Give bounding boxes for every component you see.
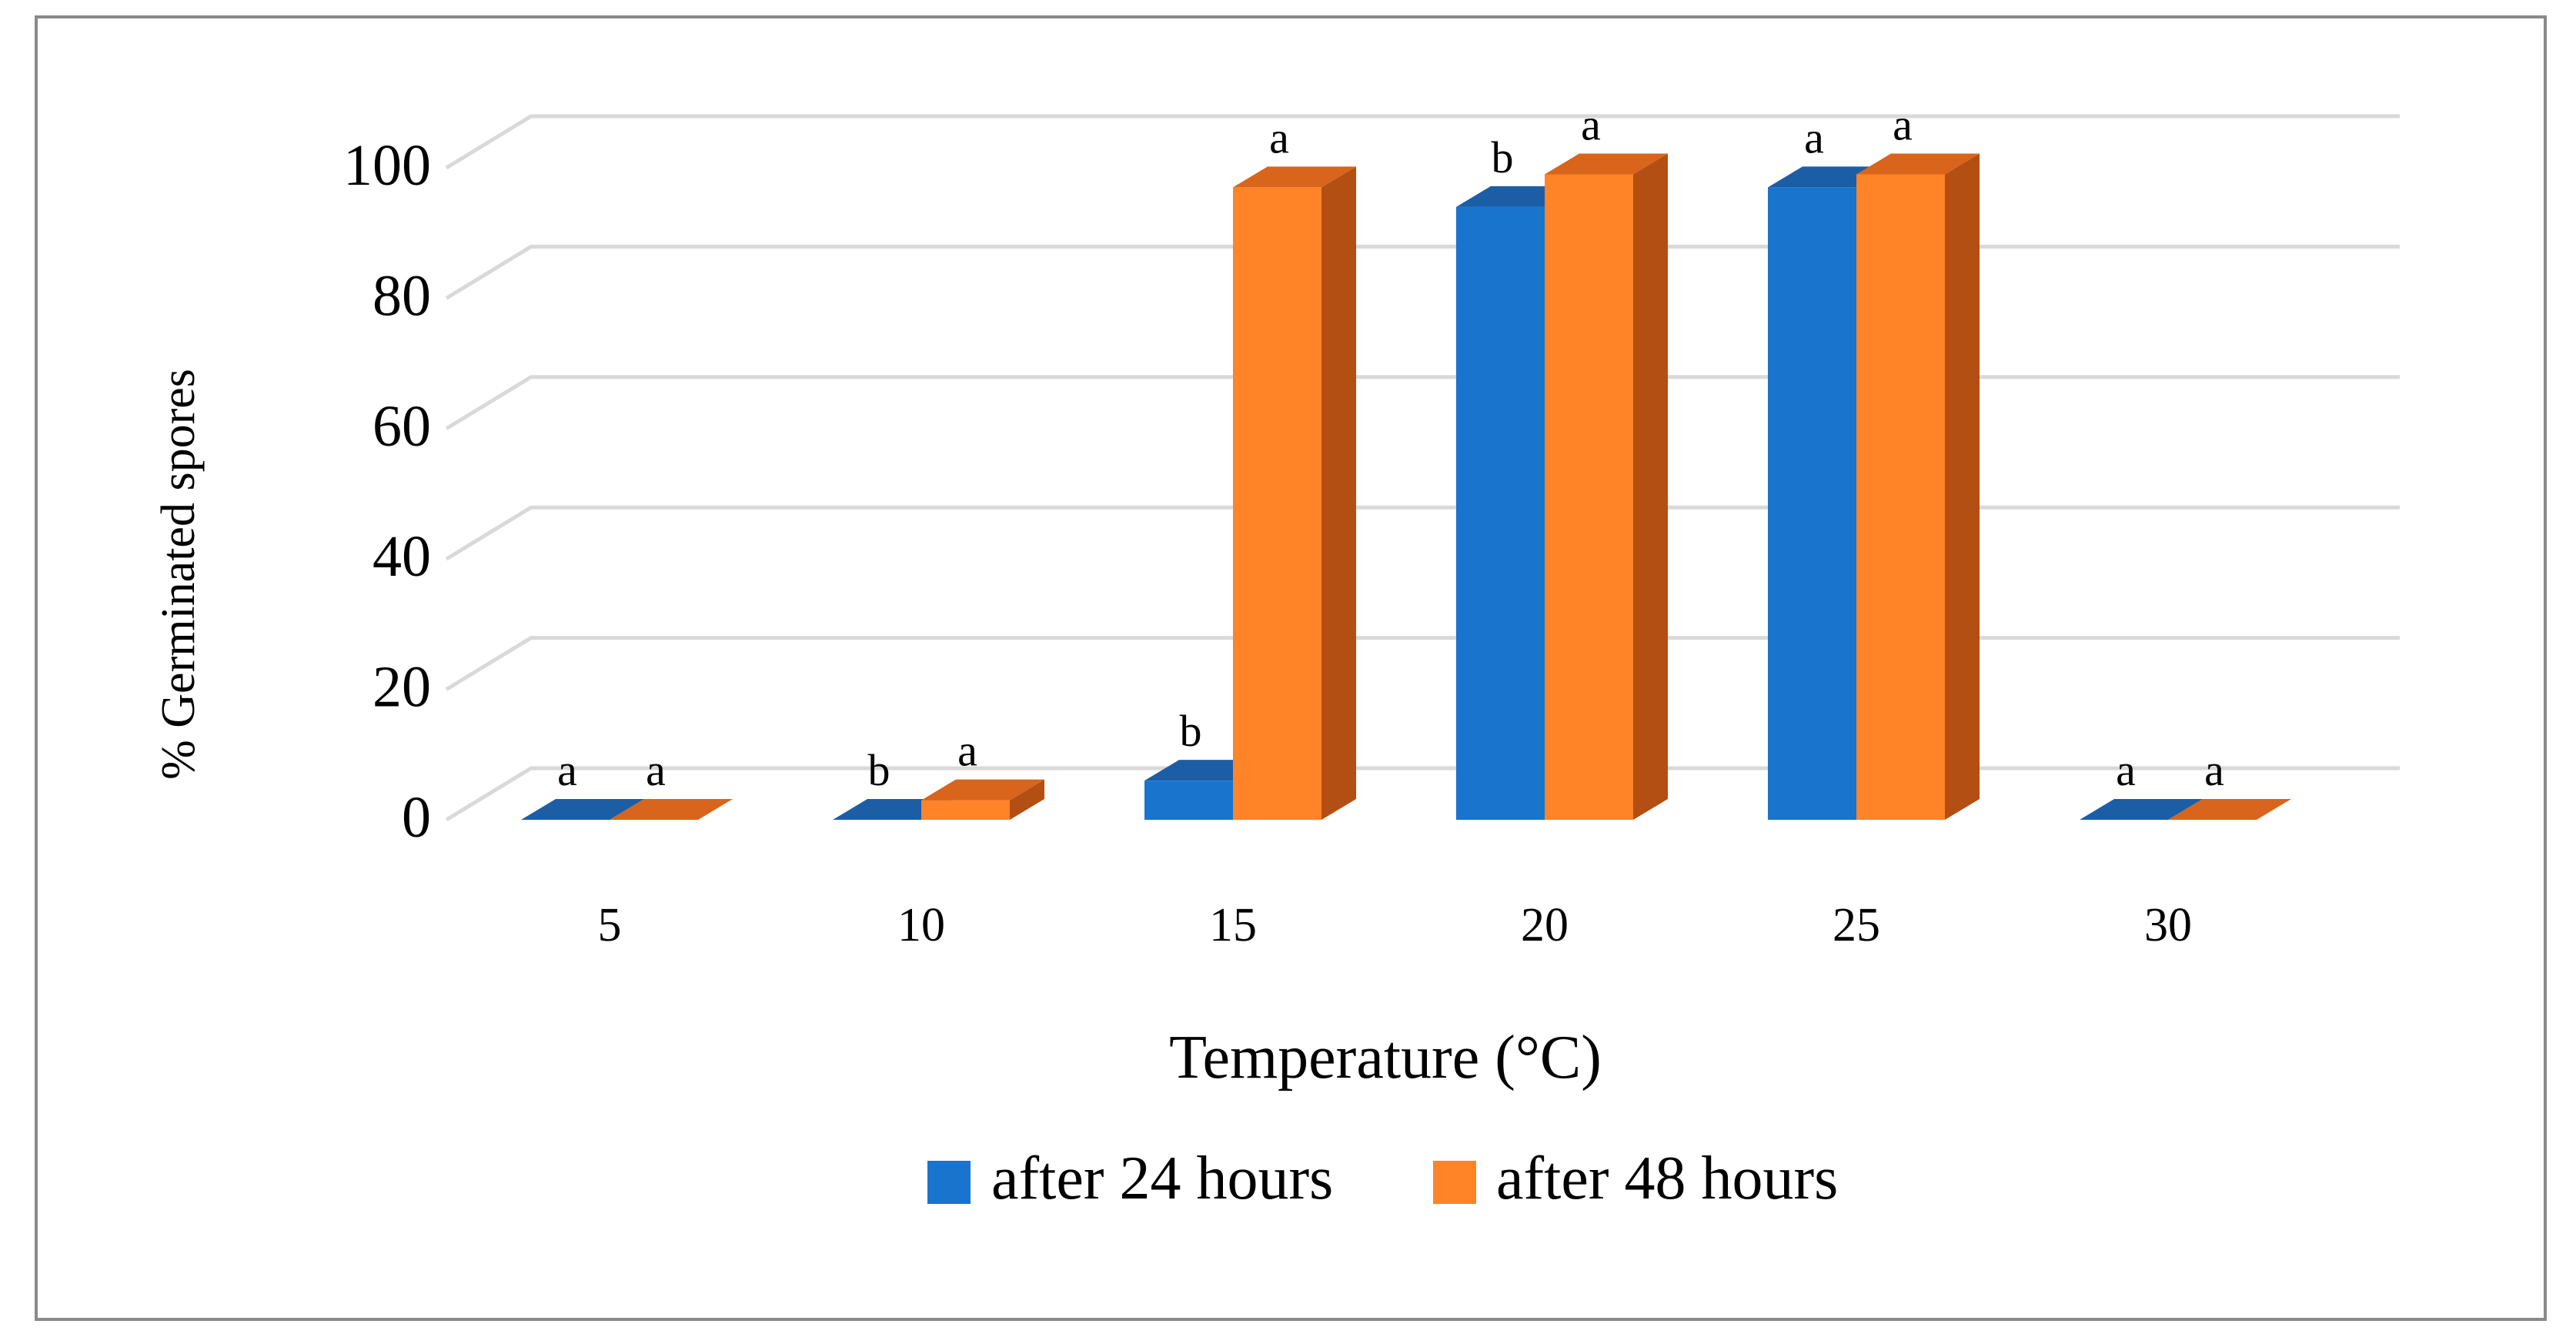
y-tick-label: 0 xyxy=(402,785,431,850)
significance-letter: a xyxy=(2204,745,2224,795)
bar-side xyxy=(1321,166,1356,820)
y-axis-title: % Germinated spores xyxy=(152,369,205,780)
y-tick-label: 20 xyxy=(373,655,431,720)
legend-item: after 24 hours xyxy=(927,1145,1333,1212)
bar-front xyxy=(1768,187,1856,820)
significance-letter: a xyxy=(1581,99,1601,149)
significance-letter: b xyxy=(1180,706,1202,756)
bar xyxy=(2080,799,2203,820)
bar xyxy=(2168,799,2291,820)
bar-top xyxy=(610,799,733,820)
bar-top xyxy=(2080,799,2203,820)
significance-letters: a a b a b a b a a a a a xyxy=(557,99,2224,795)
bar-side xyxy=(1010,779,1044,820)
x-tick-label: 10 xyxy=(897,899,945,951)
bar xyxy=(921,779,1044,820)
bar-side xyxy=(1945,153,1980,821)
significance-letter: a xyxy=(557,745,577,795)
bar xyxy=(1856,153,1980,821)
bar-top xyxy=(1233,166,1356,188)
x-axis-ticks: 5 10 15 20 25 30 xyxy=(598,899,2193,951)
x-tick-label: 20 xyxy=(1521,899,1569,951)
bar xyxy=(1233,166,1356,820)
legend-label: after 24 hours xyxy=(991,1145,1333,1212)
bars xyxy=(521,153,2291,821)
bar-top xyxy=(1856,153,1980,175)
x-tick-label: 15 xyxy=(1209,899,1257,951)
x-tick-label: 30 xyxy=(2144,899,2192,951)
bar-top xyxy=(521,799,644,820)
significance-letter: b xyxy=(868,745,890,795)
significance-letter: a xyxy=(1269,112,1289,162)
bar xyxy=(521,799,644,820)
significance-letter: b xyxy=(1492,132,1514,182)
bar-side xyxy=(1633,153,1668,821)
gridline xyxy=(445,114,2400,170)
legend-swatch xyxy=(927,1161,971,1204)
x-tick-label: 25 xyxy=(1833,899,1880,951)
y-tick-label: 60 xyxy=(373,394,431,459)
bar-front xyxy=(921,800,1010,820)
y-axis-ticks: 0 20 40 60 80 100 xyxy=(343,133,431,850)
legend-label: after 48 hours xyxy=(1496,1145,1838,1212)
x-axis-title: Temperature (°C) xyxy=(1169,1024,1602,1092)
bar-front xyxy=(1545,174,1633,821)
legend-swatch xyxy=(1433,1161,1476,1204)
bar xyxy=(1545,153,1668,821)
bar xyxy=(610,799,733,820)
legend-item: after 48 hours xyxy=(1433,1145,1838,1212)
significance-letter: a xyxy=(1804,112,1824,162)
y-tick-label: 100 xyxy=(343,133,431,198)
bar-front xyxy=(1144,781,1233,820)
significance-letter: a xyxy=(1893,99,1913,149)
bar-front xyxy=(1856,174,1945,821)
significance-letter: a xyxy=(2116,745,2136,795)
bar-front xyxy=(1456,206,1545,820)
significance-letter: a xyxy=(646,745,666,795)
y-tick-label: 80 xyxy=(373,263,431,328)
bar-top xyxy=(1545,153,1668,175)
significance-letter: a xyxy=(957,726,977,776)
y-tick-label: 40 xyxy=(373,524,431,589)
bar-front xyxy=(1233,187,1321,820)
x-tick-label: 5 xyxy=(598,899,622,951)
bar-top xyxy=(921,779,1044,801)
legend: after 24 hours after 48 hours xyxy=(927,1145,1838,1212)
bar-top xyxy=(2168,799,2291,820)
